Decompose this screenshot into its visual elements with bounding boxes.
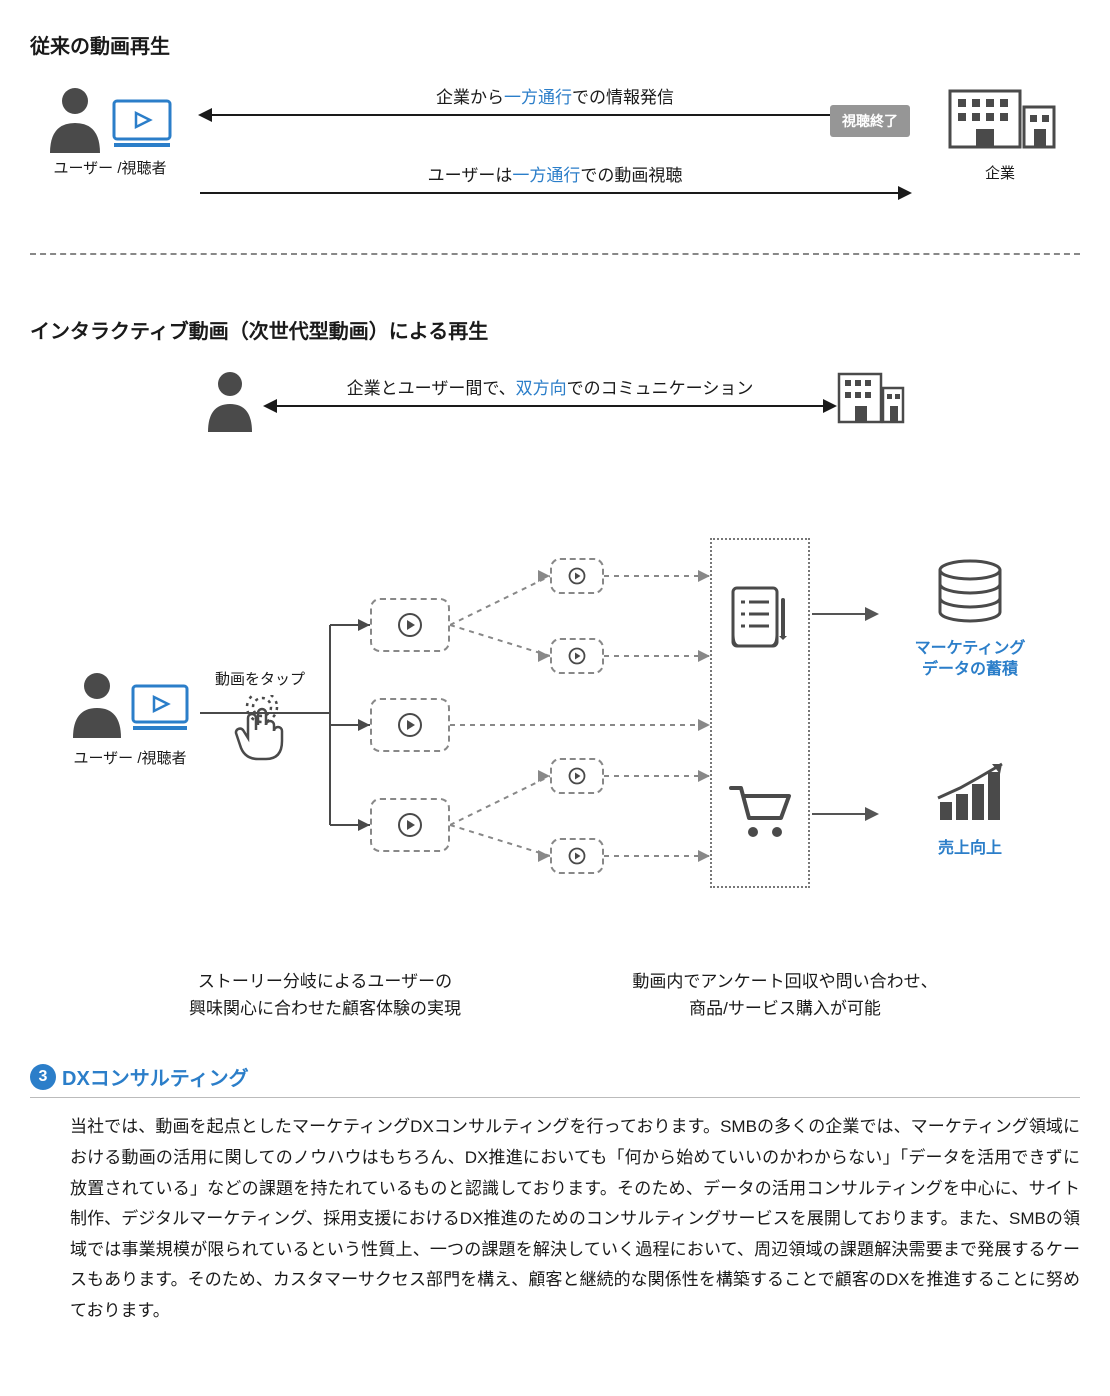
database-block: マーケティング データの蓄積 [880, 558, 1060, 681]
section3-title: DXコンサルティング [62, 1062, 249, 1091]
arrow-bot-pre: ユーザーは [428, 166, 513, 185]
section2-title: インタラクティブ動画（次世代型動画）による再生 [30, 315, 1080, 344]
user-label: ユーザー /視聴者 [30, 157, 190, 178]
bi-arrow: 企業とユーザー間で、双方向でのコミュニケーション [265, 374, 835, 407]
branching-tree: ユーザー /視聴者 動画をタップ [30, 518, 1080, 938]
db-label-1: マーケティング [915, 640, 1026, 657]
video-node-small [550, 558, 604, 594]
sales-label: 売上向上 [880, 839, 1060, 860]
tree-user-block: ユーザー /視聴者 [60, 668, 200, 768]
play-icon [397, 712, 423, 738]
bi-accent: 双方向 [516, 379, 567, 398]
video-node-small [550, 758, 604, 794]
corp-small-icon [835, 368, 905, 431]
section-divider [30, 253, 1080, 255]
bi-post: でのコミュニケーション [567, 379, 754, 398]
arrow-top-post: での情報発信 [572, 88, 674, 107]
database-icon [930, 558, 1010, 628]
video-node-small [550, 638, 604, 674]
play-icon [568, 647, 586, 665]
arrow-bottom: ユーザーは一方通行での動画視聴 [200, 161, 910, 194]
video-node-large [370, 698, 450, 752]
db-label-2: データの蓄積 [922, 661, 1018, 678]
bi-pre: 企業とユーザー間で、 [347, 379, 516, 398]
end-badge: 視聴終了 [830, 105, 910, 137]
play-icon [397, 812, 423, 838]
arrow-bot-post: での動画視聴 [580, 166, 682, 185]
sales-block: 売上向上 [880, 758, 1060, 860]
caption-right: 動画内でアンケート回収や問い合わせ、 商品/サービス購入が可能 [595, 968, 975, 1022]
section3-body: 当社では、動画を起点としたマーケティングDXコンサルティングを行っております。S… [30, 1112, 1080, 1326]
user-video-icon [40, 83, 180, 153]
cart-icon [725, 778, 795, 853]
arrow-bot-accent: 一方通行 [512, 166, 580, 185]
play-icon [568, 767, 586, 785]
play-icon [397, 612, 423, 638]
building-icon [940, 83, 1060, 153]
video-node-small [550, 838, 604, 874]
arrow-top-pre: 企業から [436, 88, 504, 107]
caption-left: ストーリー分岐によるユーザーの 興味関心に合わせた顧客体験の実現 [135, 968, 515, 1022]
diagram-traditional: ユーザー /視聴者 企業から一方通行での情報発信 ユーザーは一方通行での動画視聴… [30, 83, 1080, 223]
tap-hand-icon [230, 695, 290, 765]
corp-block: 企業 [920, 83, 1080, 183]
diagram-bidirectional: 企業とユーザー間で、双方向でのコミュニケーション [205, 368, 905, 458]
section3-header: 3 DXコンサルティング [30, 1062, 1080, 1098]
corp-label: 企業 [920, 162, 1080, 183]
caption-row: ストーリー分岐によるユーザーの 興味関心に合わせた顧客体験の実現 動画内でアンケ… [30, 968, 1080, 1022]
video-node-large [370, 798, 450, 852]
user-block: ユーザー /視聴者 [30, 83, 190, 178]
clipboard-icon [725, 578, 795, 663]
play-icon [568, 567, 586, 585]
arrow-top: 企業から一方通行での情報発信 [200, 83, 910, 116]
section1-title: 従来の動画再生 [30, 30, 1080, 59]
tree-user-label: ユーザー /視聴者 [60, 747, 200, 768]
tap-block: 動画をタップ [210, 668, 310, 770]
arrow-top-accent: 一方通行 [504, 88, 572, 107]
section3-number: 3 [30, 1064, 56, 1090]
out-arrow [812, 813, 877, 815]
user-video-icon [65, 668, 195, 738]
video-node-large [370, 598, 450, 652]
out-arrow [812, 613, 877, 615]
barchart-up-icon [930, 758, 1010, 828]
user-small-icon [205, 368, 255, 437]
tap-label: 動画をタップ [210, 668, 310, 689]
play-icon [568, 847, 586, 865]
